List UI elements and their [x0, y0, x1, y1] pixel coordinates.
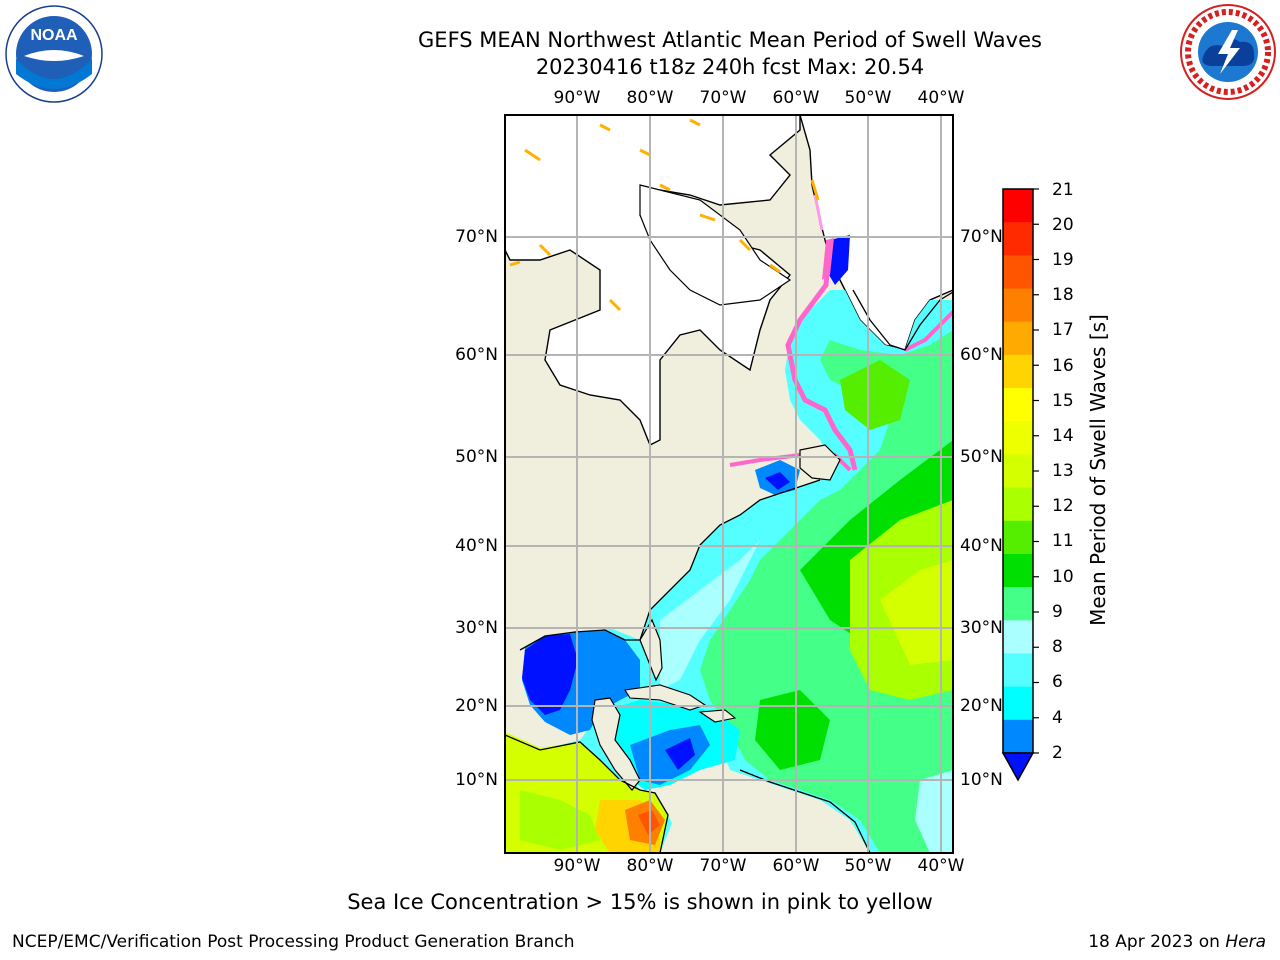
- colorbar-segment: [1003, 189, 1033, 223]
- lon-tick-top: 60°W: [772, 88, 820, 108]
- colorbar-segment: [1003, 520, 1033, 555]
- lon-tick-top: 40°W: [917, 88, 965, 108]
- sea-ice-edge: [785, 239, 858, 471]
- lat-tick-right: 60°N: [960, 345, 1003, 365]
- footer-org: NCEP/EMC/Verification Post Processing Pr…: [12, 932, 575, 952]
- noaa-logo: NOAA: [5, 5, 103, 103]
- colorbar-tick-label: 9: [1052, 602, 1063, 622]
- colorbar-segment: [1003, 553, 1033, 588]
- lon-tick-bottom: 50°W: [844, 856, 892, 876]
- colorbar-tick-label: 17: [1052, 320, 1074, 340]
- lat-tick-left: 50°N: [455, 447, 498, 467]
- newfoundland: [799, 444, 841, 481]
- lat-tick-left: 10°N: [455, 770, 498, 790]
- colorbar-tick-label: 21: [1052, 180, 1074, 200]
- colorbar-segment: [1003, 686, 1033, 721]
- national-weather-service-logo: [1180, 4, 1276, 100]
- lat-tick-right: 50°N: [960, 447, 1003, 467]
- lon-tick-top: 50°W: [844, 88, 892, 108]
- sea-ice-note: Sea Ice Concentration > 15% is shown in …: [347, 890, 933, 914]
- cuba: [624, 684, 707, 711]
- lat-tick-right: 30°N: [960, 618, 1003, 638]
- footer-date-text: 18 Apr 2023 on: [1088, 932, 1226, 952]
- baffin-island: [639, 184, 792, 306]
- lat-tick-right: 10°N: [960, 770, 1003, 790]
- lat-tick-right: 40°N: [960, 536, 1003, 556]
- colorbar-tick-label: 16: [1052, 356, 1074, 376]
- colorbar-segment: [1003, 222, 1033, 256]
- colorbar-segment: [1003, 719, 1033, 754]
- colorbar-tick-label: 12: [1052, 496, 1074, 516]
- colorbar-segment: [1003, 421, 1033, 455]
- map-frame: [504, 114, 954, 854]
- svg-text:NOAA: NOAA: [30, 27, 78, 44]
- arctic-ice-region: [505, 115, 801, 446]
- colorbar-segment: [1003, 487, 1033, 522]
- colorbar-tick-label: 2: [1052, 743, 1063, 763]
- colorbar-segment: [1003, 388, 1033, 422]
- colorbar-segment: [1003, 454, 1033, 489]
- hispaniola: [698, 709, 737, 723]
- colorbar-segment: [1003, 653, 1033, 688]
- colorbar-tick-label: 14: [1052, 426, 1074, 446]
- colorbar-tick-label: 15: [1052, 391, 1074, 411]
- colorbar: [1003, 189, 1033, 754]
- lat-tick-right: 70°N: [960, 227, 1003, 247]
- lon-tick-top: 80°W: [626, 88, 674, 108]
- footer-machine: Hera: [1225, 932, 1266, 952]
- map-gridlines: [505, 115, 953, 853]
- colorbar-tick-label: 13: [1052, 461, 1074, 481]
- title-line-1: GEFS MEAN Northwest Atlantic Mean Period…: [418, 28, 1042, 52]
- colorbar-label: Mean Period of Swell Waves [s]: [1086, 314, 1110, 626]
- lat-tick-left: 60°N: [455, 345, 498, 365]
- colorbar-tick-label: 4: [1052, 708, 1063, 728]
- colorbar-tick-label: 6: [1052, 672, 1063, 692]
- colorbar-tick-label: 10: [1052, 567, 1074, 587]
- colorbar-segment: [1003, 321, 1033, 356]
- colorbar-tick-label: 11: [1052, 531, 1074, 551]
- lat-tick-left: 20°N: [455, 696, 498, 716]
- colorbar-segment: [1003, 255, 1033, 290]
- lon-tick-bottom: 90°W: [553, 856, 601, 876]
- lat-tick-left: 30°N: [455, 618, 498, 638]
- lon-tick-top: 70°W: [699, 88, 747, 108]
- lon-tick-bottom: 40°W: [917, 856, 965, 876]
- colorbar-extend-arrow: [1001, 752, 1035, 782]
- colorbar-tick-label: 19: [1052, 250, 1074, 270]
- title-line-2: 20230416 t18z 240h fcst Max: 20.54: [535, 55, 925, 79]
- colorbar-segment: [1003, 288, 1033, 323]
- colorbar-segment: [1003, 587, 1033, 621]
- colorbar-tick-label: 8: [1052, 637, 1063, 657]
- lat-tick-right: 20°N: [960, 696, 1003, 716]
- colorbar-tick-label: 18: [1052, 285, 1074, 305]
- lon-tick-top: 90°W: [553, 88, 601, 108]
- colorbar-segment: [1003, 620, 1033, 654]
- colorbar-segment: [1003, 354, 1033, 389]
- lat-tick-left: 40°N: [455, 536, 498, 556]
- lat-tick-left: 70°N: [455, 227, 498, 247]
- colorbar-tick-label: 20: [1052, 215, 1074, 235]
- lon-tick-bottom: 80°W: [626, 856, 674, 876]
- lon-tick-bottom: 60°W: [772, 856, 820, 876]
- footer-date: 18 Apr 2023 on Hera: [1088, 932, 1266, 952]
- lon-tick-bottom: 70°W: [699, 856, 747, 876]
